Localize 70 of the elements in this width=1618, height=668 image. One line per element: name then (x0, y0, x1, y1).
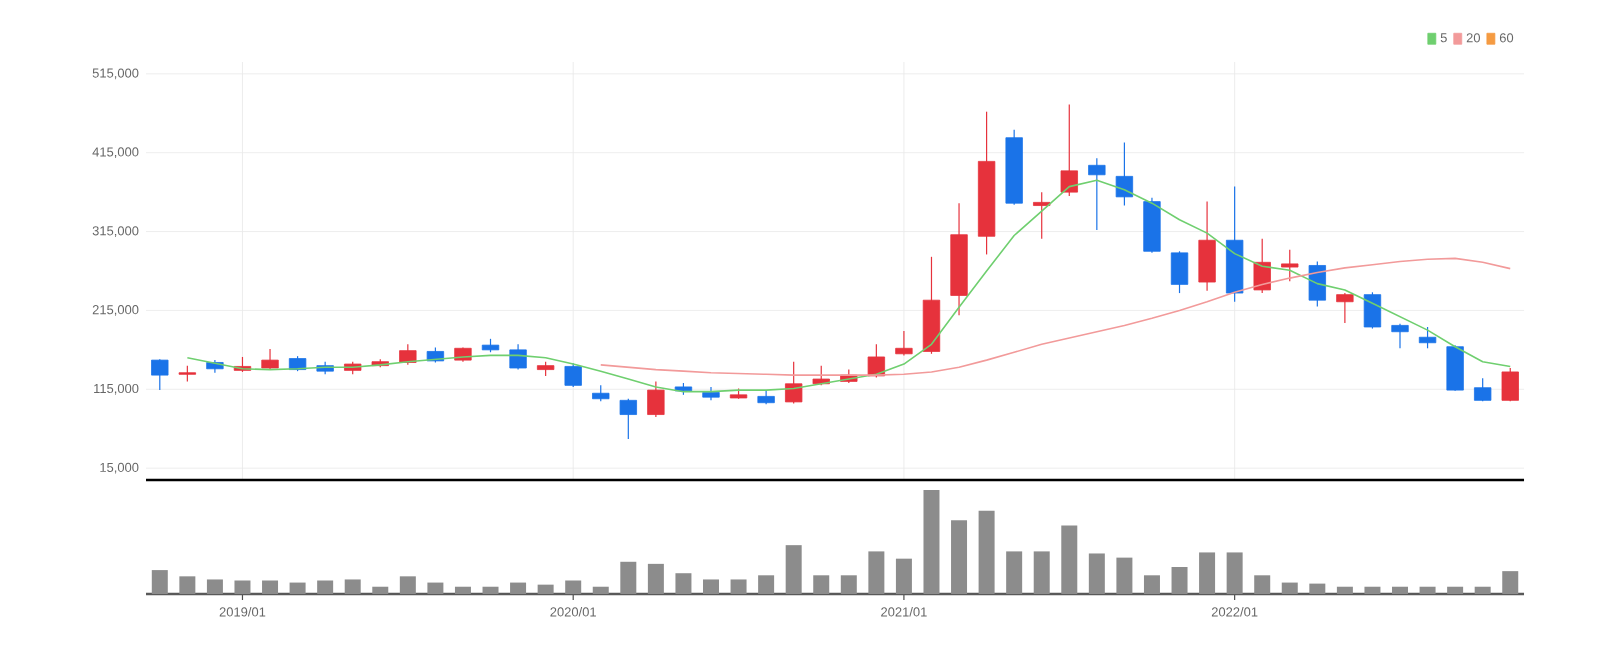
bar (1254, 575, 1271, 594)
bar (1309, 583, 1326, 594)
bar (1392, 586, 1408, 594)
bar (592, 586, 609, 594)
bar (702, 579, 719, 594)
bar (262, 580, 279, 594)
candlestick (1446, 344, 1464, 392)
candlestick (619, 398, 637, 440)
bar (454, 586, 471, 594)
bar (1199, 552, 1216, 594)
bar (1364, 586, 1381, 594)
bar (1336, 586, 1353, 594)
bar (427, 582, 444, 594)
bar (1033, 551, 1050, 594)
bar (510, 582, 527, 594)
candlestick (1391, 323, 1409, 349)
bar (482, 586, 499, 594)
candlestick (509, 343, 527, 371)
bar (675, 573, 692, 594)
candlestick (1060, 103, 1078, 197)
bar (647, 563, 664, 594)
bar (1143, 575, 1160, 594)
bar (840, 575, 857, 594)
bar (868, 551, 885, 594)
bar (372, 586, 389, 594)
candlestick (647, 380, 665, 418)
candlestick (1115, 141, 1134, 207)
candlestick (1336, 292, 1354, 324)
bar (151, 570, 168, 594)
bar (978, 510, 995, 594)
bar (758, 575, 775, 594)
bar (206, 579, 223, 594)
candlestick (895, 330, 913, 356)
bar (179, 576, 196, 594)
bar (1502, 571, 1519, 594)
bar (1419, 586, 1436, 594)
bar (620, 561, 637, 594)
bar (1061, 525, 1078, 594)
candlestick (1418, 326, 1437, 349)
bar (317, 580, 334, 594)
bar (813, 575, 830, 594)
candlestick (1363, 291, 1382, 330)
bar (537, 584, 554, 594)
candlestick (564, 362, 582, 388)
bar (785, 545, 802, 594)
candlestick (1281, 249, 1299, 282)
bar (1474, 586, 1491, 594)
bar (1006, 551, 1023, 594)
candlestick (1033, 191, 1051, 240)
bar (895, 558, 912, 594)
bar (923, 490, 940, 594)
bar (399, 576, 416, 594)
candlestick (1308, 260, 1326, 308)
candlestick (1170, 250, 1189, 294)
bar (1171, 566, 1188, 594)
bar (951, 520, 968, 594)
bar (344, 579, 361, 594)
candlestick (1501, 367, 1519, 402)
bar (289, 582, 306, 594)
bar (1088, 553, 1105, 594)
bar (1281, 582, 1298, 594)
bar (565, 580, 582, 594)
bar (730, 579, 747, 594)
bar (1226, 552, 1243, 594)
bar (1447, 586, 1464, 594)
candlestick (1088, 157, 1106, 231)
candlestick (1198, 200, 1216, 292)
bar (234, 580, 251, 594)
bar (1116, 557, 1133, 594)
candlestick (151, 358, 169, 391)
